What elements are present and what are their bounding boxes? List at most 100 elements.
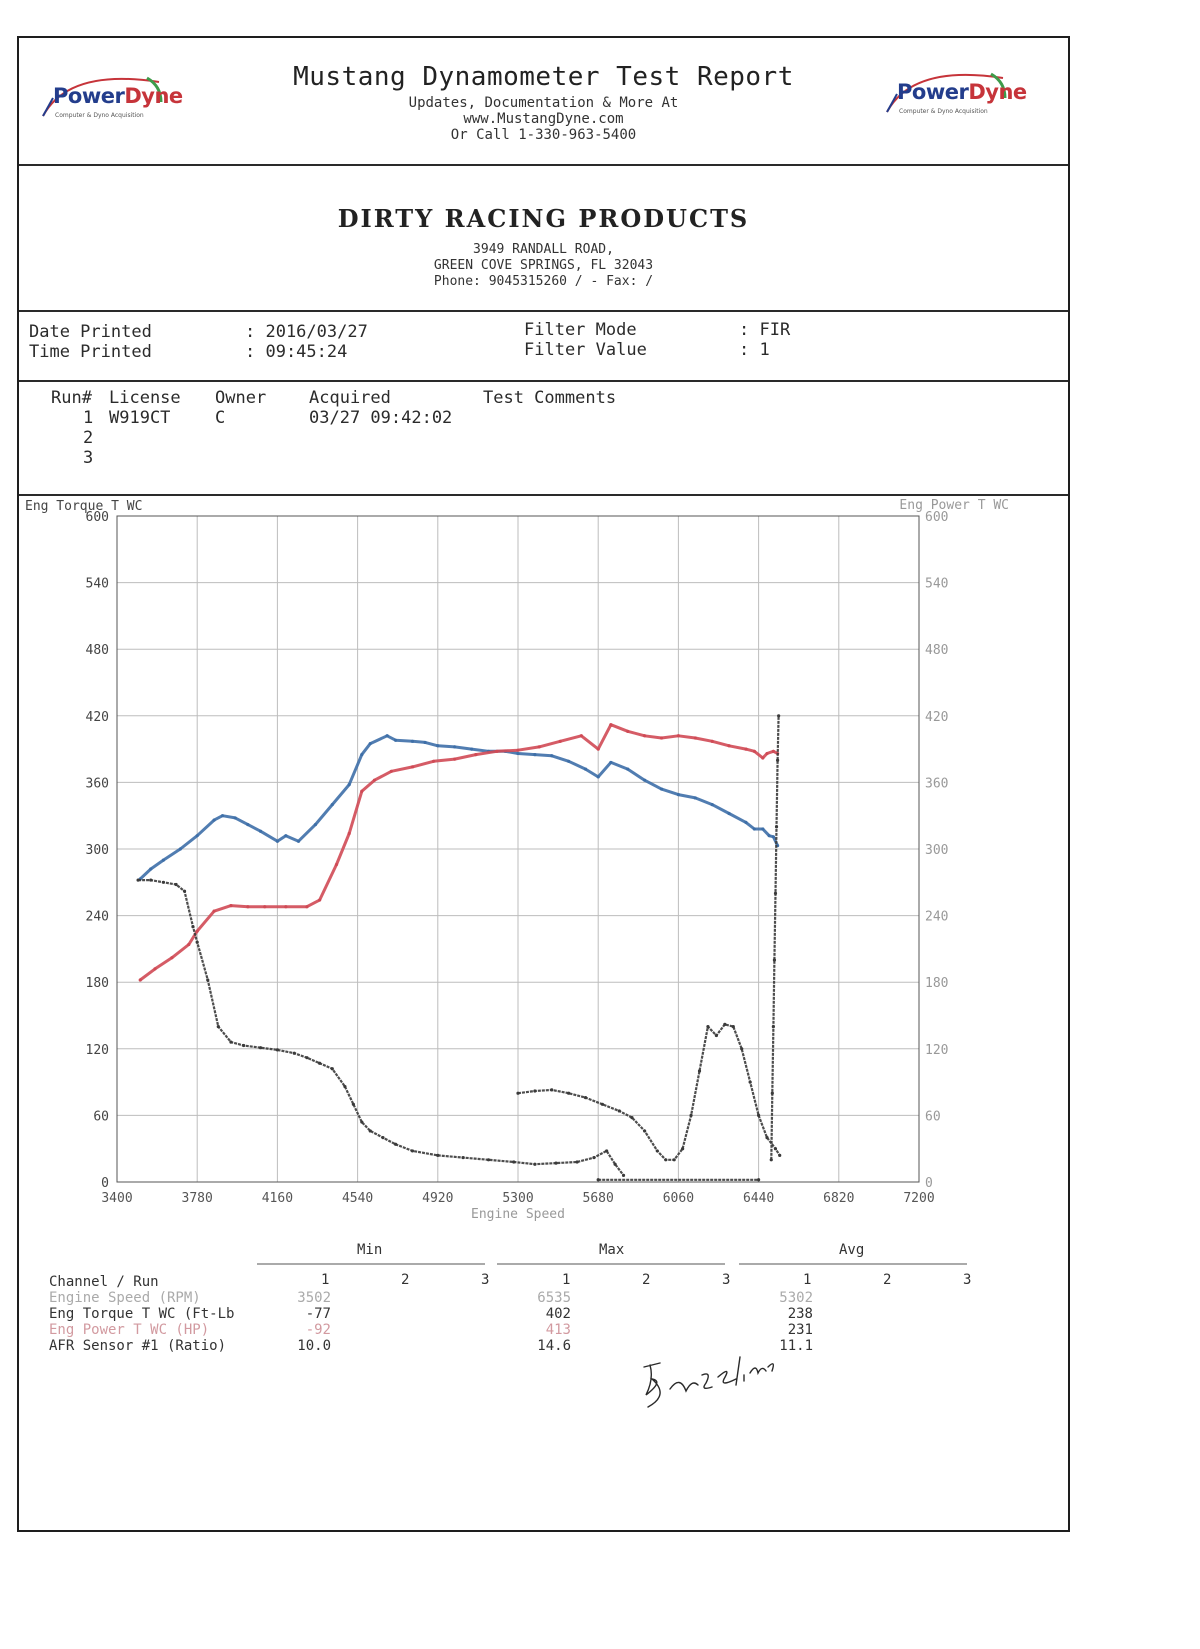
summary-stats-table: Min Max Avg Channel / Run 1 2 3 1 2 3 1 … <box>19 1242 1068 1448</box>
data-point-power <box>752 749 756 753</box>
report-title: Mustang Dynamometer Test Report <box>293 62 794 92</box>
report-page: PowerDyne Computer & Dyno Acquisition Mu… <box>17 36 1070 1532</box>
x-tick-label: 4920 <box>422 1191 453 1206</box>
data-point-afr_vertical <box>773 891 778 895</box>
powerdyne-logo-left: PowerDyne Computer & Dyno Acquisition <box>39 76 183 126</box>
data-point-afr_left <box>512 1160 516 1164</box>
data-point-power <box>372 778 377 782</box>
data-point-afr_right <box>723 1022 727 1026</box>
stats-max-run-3: 3 <box>722 1272 731 1288</box>
data-point-afr_left <box>242 1043 246 1048</box>
stats-row-afr-min: 10.0 <box>297 1338 331 1354</box>
logo-text: PowerDyne <box>53 84 183 108</box>
y-tick-label-left: 300 <box>86 843 109 858</box>
data-point-afr_vertical <box>770 1091 774 1095</box>
y-tick-label-left: 180 <box>86 976 109 991</box>
y-tick-label-right: 300 <box>925 843 948 858</box>
data-point-afr_left <box>533 1162 537 1166</box>
data-point-torque <box>368 741 372 746</box>
data-point-afr_right <box>740 1047 744 1051</box>
data-point-torque <box>423 740 427 745</box>
data-point-afr_left <box>206 978 210 982</box>
data-point-power <box>558 739 562 743</box>
y-tick-label-right: 0 <box>925 1176 933 1191</box>
shop-section: DIRTY RACING PRODUCTS 3949 RANDALL ROAD,… <box>19 164 1068 312</box>
header-line-1: Updates, Documentation & More At <box>408 95 679 111</box>
stats-avg-run-3: 3 <box>963 1272 972 1288</box>
runs-header-acquired: Acquired <box>309 388 391 408</box>
dyno-chart-svg: 3400 3780 4160 4540 4920 5300 5680 6060 6440 6820… <box>25 498 1009 1222</box>
y-tick-label-left: 600 <box>86 510 109 525</box>
stats-row-torque-min: -77 <box>305 1306 331 1322</box>
y-axis-label-left: Eng Torque T WC <box>25 499 142 514</box>
data-point-power <box>212 909 216 913</box>
data-point-power <box>389 769 393 773</box>
stats-max-run-2: 2 <box>642 1272 651 1288</box>
stats-row-torque-avg: 238 <box>787 1306 813 1322</box>
data-point-afr_right <box>643 1129 647 1133</box>
y-tick-label-right: 180 <box>925 976 948 991</box>
run-1-number: 1 <box>83 408 94 428</box>
data-point-torque <box>212 818 216 822</box>
data-point-afr_left <box>149 878 153 882</box>
data-point-power <box>229 904 233 908</box>
data-point-torque <box>752 827 756 831</box>
plot-frame <box>116 515 920 1183</box>
data-point-torque <box>393 738 398 742</box>
data-point-afr_right <box>765 1136 769 1140</box>
data-point-afr_vertical <box>769 1158 773 1162</box>
data-point-afr_right <box>516 1091 520 1095</box>
y-tick-label-left: 480 <box>86 643 109 658</box>
data-point-power <box>659 736 664 740</box>
shop-address-2: GREEN COVE SPRINGS, FL 32043 <box>433 258 654 273</box>
data-point-afr_vertical <box>777 714 781 718</box>
data-point-afr_left <box>554 1161 558 1165</box>
logo-text-dyne: Dyne <box>124 84 183 108</box>
data-point-afr_left <box>305 1056 309 1060</box>
data-point-power <box>246 905 250 909</box>
data-point-torque <box>246 822 250 827</box>
data-point-afr_left <box>575 1160 579 1164</box>
data-point-power <box>643 734 647 738</box>
data-point-power <box>609 723 613 727</box>
data-point-afr_vertical <box>772 958 777 962</box>
y-tick-label-right: 420 <box>925 710 948 725</box>
y-tick-label-left: 540 <box>86 577 109 592</box>
data-point-afr_left <box>613 1162 617 1166</box>
stats-row-engine-speed-max: 6535 <box>537 1290 571 1306</box>
data-point-afr_left <box>381 1136 385 1140</box>
data-point-torque <box>609 760 613 765</box>
data-point-afr_left <box>182 889 187 893</box>
stats-avg-run-1: 1 <box>803 1272 812 1288</box>
stats-min-run-1: 1 <box>321 1272 330 1288</box>
data-point-torque <box>761 827 765 831</box>
data-point-torque <box>360 753 364 757</box>
dyno-chart: 3400 3780 4160 4540 4920 5300 5680 6060 6440 6820… <box>19 494 1068 1274</box>
data-point-afr_right <box>600 1102 605 1106</box>
y-tick-label-right: 360 <box>925 776 948 791</box>
data-point-torque <box>453 745 457 749</box>
filter-mode-value: : FIR <box>739 320 791 340</box>
y-axis-label-right: Eng Power T WC <box>899 498 1009 513</box>
data-point-torque <box>771 835 775 839</box>
data-point-afr_left <box>292 1051 296 1055</box>
data-point-afr_left <box>360 1120 364 1124</box>
y-tick-label-left: 240 <box>86 910 109 925</box>
series-line-power <box>139 723 779 982</box>
data-point-afr_left <box>605 1149 609 1153</box>
filter-value-value: : 1 <box>739 340 770 360</box>
time-printed-label: Time Printed <box>29 342 152 362</box>
data-point-torque <box>149 867 153 871</box>
data-point-torque <box>436 744 440 748</box>
data-point-afr_vertical <box>771 1025 775 1029</box>
x-tick-label: 3400 <box>101 1191 132 1206</box>
x-tick-label: 5300 <box>502 1191 533 1206</box>
x-tick-label: 3780 <box>182 1191 213 1206</box>
x-tick-label: 4540 <box>342 1191 373 1206</box>
data-point-power <box>693 736 697 740</box>
run-1-owner: C <box>215 408 226 428</box>
data-point-power <box>495 749 499 753</box>
data-point-afr_left <box>621 1173 626 1177</box>
data-point-torque <box>643 778 647 782</box>
runs-header-license: License <box>109 388 181 408</box>
